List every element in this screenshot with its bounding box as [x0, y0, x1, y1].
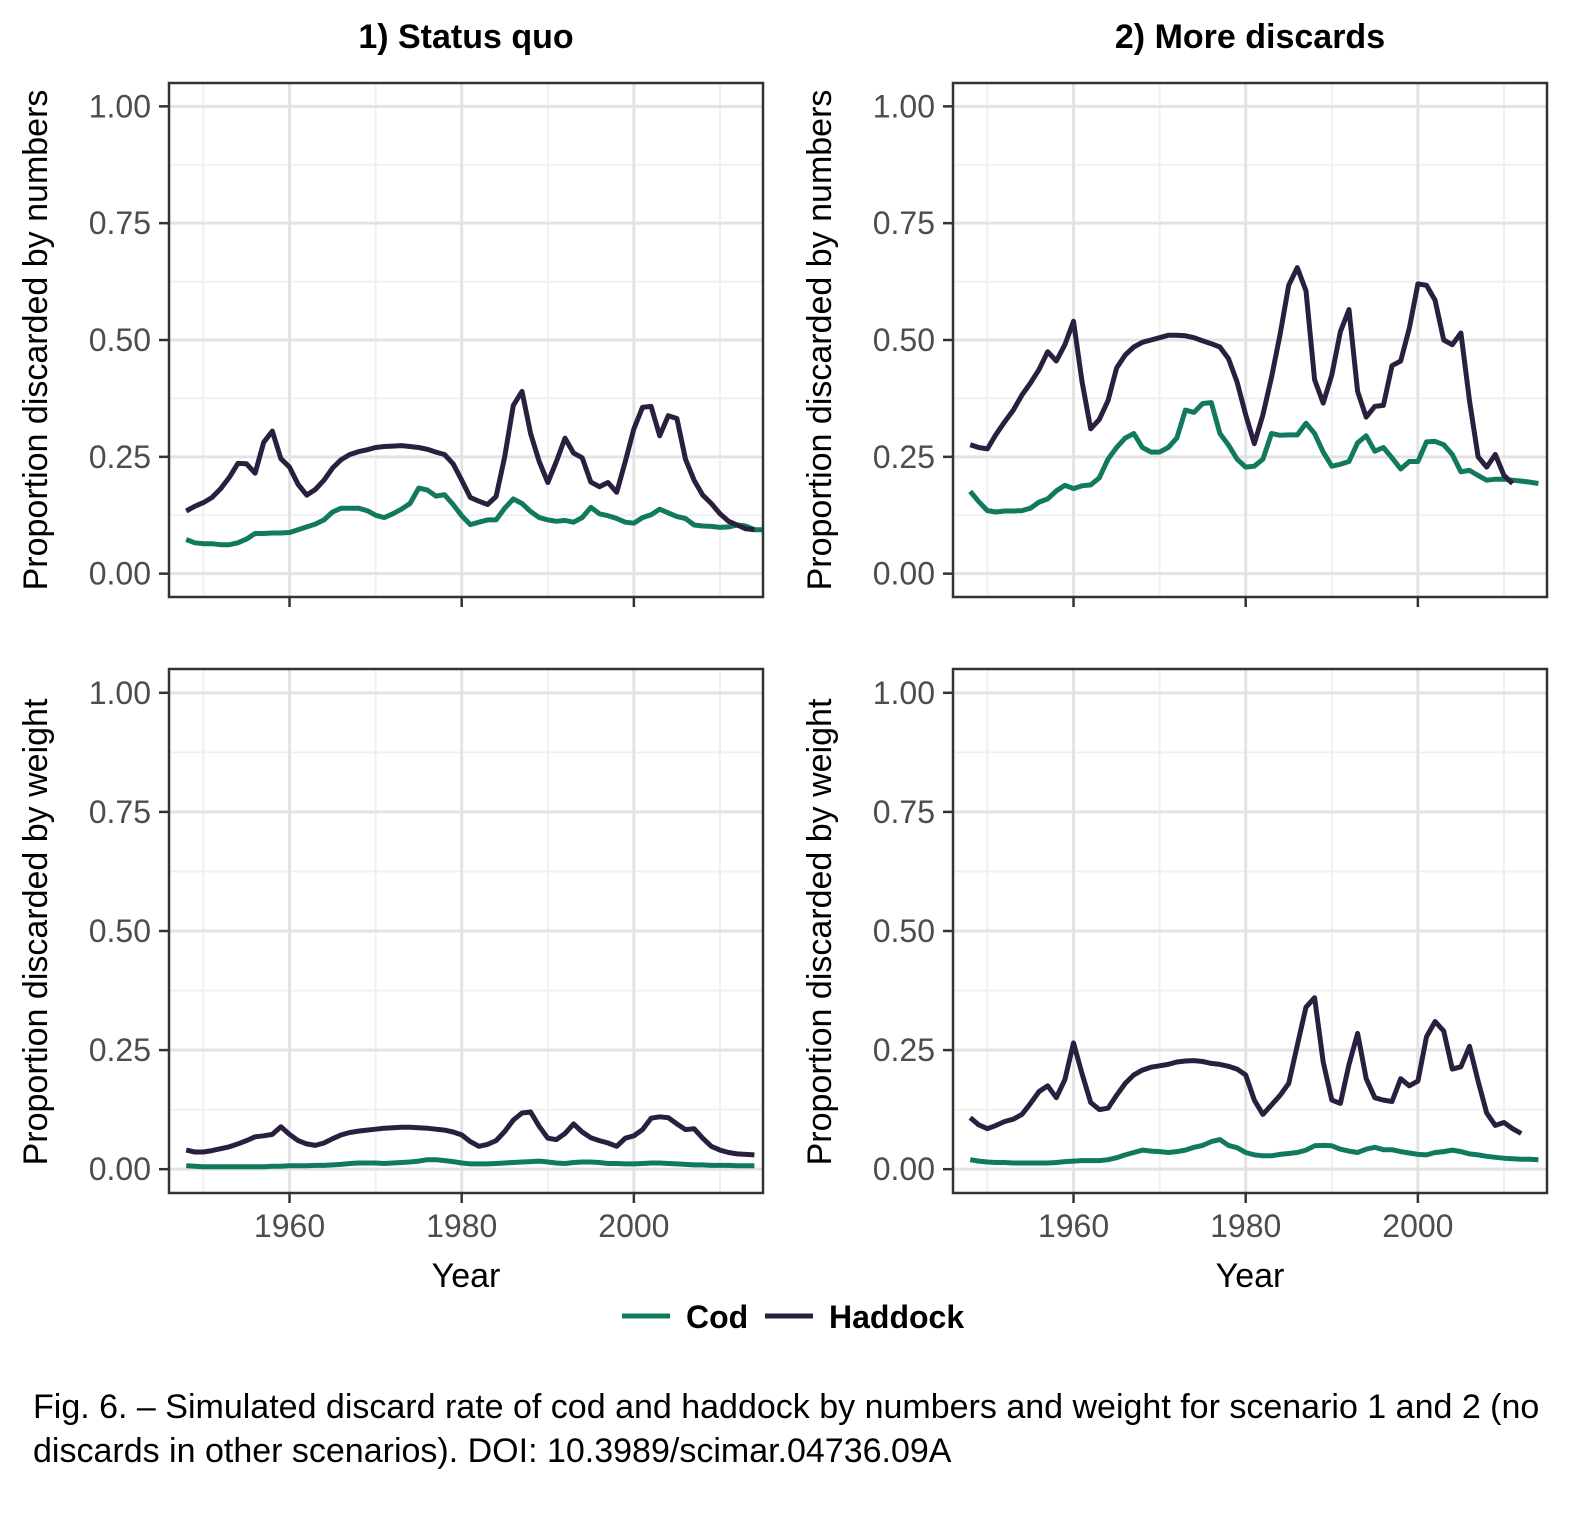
series-line-cod [185, 485, 763, 548]
figure-caption: Fig. 6. – Simulated discard rate of cod … [33, 1388, 1540, 1470]
x-axis-title-left: Year [432, 1257, 501, 1295]
strip-title-status-quo: 1) Status quo [358, 18, 573, 56]
panel-border [951, 81, 1549, 599]
panel-status-quo-numbers: 0.00 0.25 0.50 0.75 1.00 [89, 81, 765, 607]
y-tick-label: 0.50 [873, 913, 935, 949]
x-tick-label: 1960 [1038, 1208, 1109, 1244]
faceted-line-chart: 1) Status quo 2) More discards Proportio… [17, 18, 1549, 1335]
legend-label-haddock: Haddock [829, 1299, 964, 1335]
series-line-haddock [185, 388, 755, 533]
series-line-cod [968, 400, 1539, 515]
panel-more-discards-numbers: 0.00 0.25 0.50 0.75 1.00 [873, 81, 1549, 607]
y-tick-label: 0.75 [873, 205, 935, 241]
x-tick-label: 2000 [598, 1208, 669, 1244]
legend-label-cod: Cod [686, 1299, 748, 1335]
x-tick-label: 1980 [426, 1208, 497, 1244]
y-tick-label: 1.00 [873, 88, 935, 124]
x-axis-title-right: Year [1216, 1257, 1285, 1295]
y-axis-title-bottom-right: Proportion discarded by weight [801, 698, 839, 1165]
y-tick-label: 0.75 [89, 794, 151, 830]
strip-title-more-discards: 2) More discards [1115, 18, 1385, 56]
y-tick-label: 1.00 [873, 675, 935, 711]
y-tick-label: 0.25 [873, 1032, 935, 1068]
y-tick-label: 1.00 [89, 88, 151, 124]
y-axis-title-bottom-left: Proportion discarded by weight [17, 698, 55, 1165]
y-tick-label: 0.25 [89, 439, 151, 475]
y-tick-label: 0.00 [89, 556, 151, 592]
y-tick-label: 0.00 [873, 556, 935, 592]
y-tick-label: 1.00 [89, 675, 151, 711]
x-tick-label: 1960 [254, 1208, 325, 1244]
series-line-haddock [185, 1109, 755, 1158]
y-tick-label: 0.75 [873, 794, 935, 830]
panel-status-quo-weight: 0.00 0.25 0.50 0.75 1.00 1960 1980 2000 [89, 667, 765, 1244]
x-tick-label: 2000 [1382, 1208, 1453, 1244]
series-line-haddock [969, 265, 1515, 486]
panel-border [951, 667, 1549, 1195]
y-tick-label: 0.00 [873, 1151, 935, 1187]
series-line-cod [186, 1157, 755, 1170]
y-tick-label: 0.50 [89, 322, 151, 358]
series-line-cod [969, 1137, 1539, 1166]
series-line-haddock [968, 995, 1523, 1136]
y-tick-label: 0.50 [873, 322, 935, 358]
legend: Cod Haddock [622, 1299, 964, 1335]
y-tick-label: 0.25 [873, 439, 935, 475]
panel-border [167, 81, 765, 599]
panel-border [167, 667, 765, 1195]
x-tick-label: 1980 [1210, 1208, 1281, 1244]
y-tick-label: 0.75 [89, 205, 151, 241]
y-axis-title-top-right: Proportion discarded by numbers [801, 90, 839, 591]
panel-more-discards-weight: 0.00 0.25 0.50 0.75 1.00 1960 1980 2000 [873, 667, 1549, 1244]
y-tick-label: 0.25 [89, 1032, 151, 1068]
y-tick-label: 0.00 [89, 1151, 151, 1187]
y-tick-label: 0.50 [89, 913, 151, 949]
y-axis-title-top-left: Proportion discarded by numbers [17, 90, 55, 591]
